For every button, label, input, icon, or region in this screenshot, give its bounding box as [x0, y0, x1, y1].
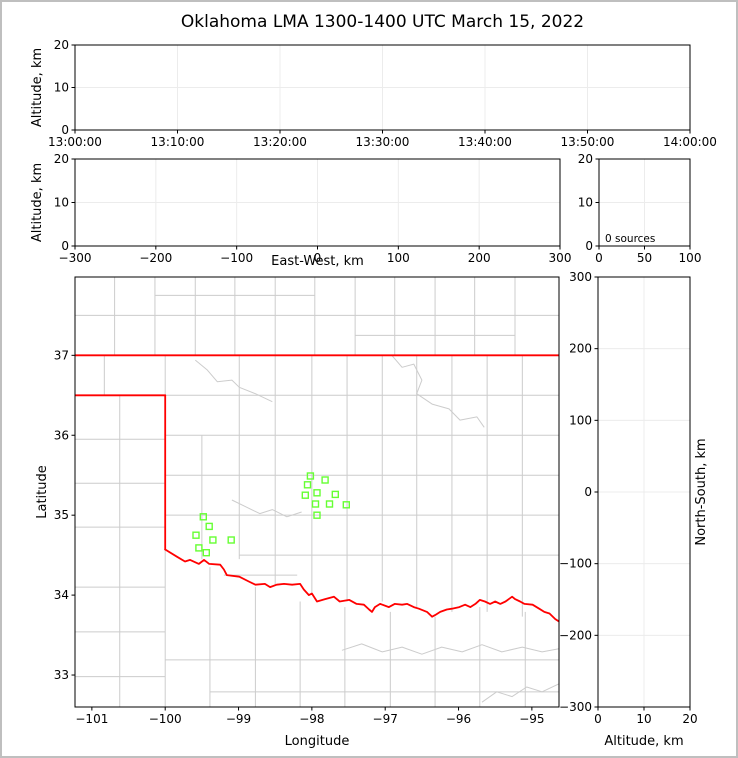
ew-panel-ylabel: Altitude, km: [30, 163, 45, 242]
ns-panel-xlabel: Altitude, km: [604, 734, 683, 749]
lma-stations: [192, 472, 350, 557]
y-tick-label: 10: [578, 196, 593, 210]
county-river-boundary: [231, 499, 302, 518]
x-tick-label: −200: [139, 251, 172, 265]
y-tick-label: 0: [585, 239, 593, 253]
lma-station-marker: [306, 472, 315, 480]
lma-station-marker: [303, 481, 312, 489]
lma-station-marker: [311, 500, 320, 508]
lma-station-marker: [301, 491, 309, 499]
ns-panel-ylabel-right: North-South, km: [694, 438, 709, 545]
county-river-boundary: [341, 643, 559, 655]
x-tick-label: −99: [226, 712, 251, 726]
panel-altitude-vs-time: 13:00:00 13:10:00 13:20:00 13:30:00 13:40:00…: [48, 38, 717, 149]
x-tick-label: 10: [636, 712, 651, 726]
x-tick-label: 0: [595, 251, 603, 265]
y-tick-label: 200: [569, 342, 592, 356]
x-tick-label: 100: [387, 251, 410, 265]
y-tick-label: 20: [578, 152, 593, 166]
red-river-south-border: [164, 548, 559, 623]
x-tick-label: 13:00:00: [48, 135, 102, 149]
x-tick-label: 100: [679, 251, 702, 265]
x-tick-label: 13:30:00: [356, 135, 410, 149]
ew-panel-xlabel: East-West, km: [271, 254, 364, 269]
x-tick-label: 13:10:00: [151, 135, 205, 149]
y-tick-label: −100: [559, 557, 592, 571]
y-tick-label: 20: [54, 38, 69, 52]
lma-station-marker: [342, 501, 350, 509]
y-tick-label: 36: [54, 428, 69, 442]
county-boundary-lines: [75, 277, 559, 707]
x-tick-label: −100: [149, 712, 182, 726]
figure-title: Oklahoma LMA 1300-1400 UTC March 15, 202…: [180, 12, 585, 32]
x-tick-label: −97: [373, 712, 398, 726]
x-tick-label: 13:20:00: [253, 135, 307, 149]
x-tick-label: −96: [446, 712, 471, 726]
county-river-boundary: [391, 354, 485, 428]
y-tick-label: 100: [569, 413, 592, 427]
x-tick-label: 0: [314, 251, 322, 265]
lma-station-marker: [202, 549, 211, 557]
y-tick-label: 0: [584, 485, 592, 499]
lma-station-marker: [331, 490, 339, 499]
x-tick-label: −98: [299, 712, 324, 726]
y-tick-label: 33: [54, 668, 69, 682]
lma-station-marker: [195, 544, 203, 552]
map-ylabel: Latitude: [35, 465, 50, 519]
x-tick-label: 13:50:00: [561, 135, 615, 149]
x-tick-label: −300: [59, 251, 92, 265]
panel-plan-view-map: −101 −100 −99 −98 −97 −96 −95 33 34 35 36 37: [54, 276, 560, 726]
x-tick-label: 13:40:00: [458, 135, 512, 149]
x-tick-label: −95: [519, 712, 544, 726]
x-tick-label: −101: [75, 712, 108, 726]
lma-station-marker: [313, 489, 321, 497]
lma-station-marker: [321, 476, 329, 484]
y-tick-label: 0: [61, 123, 69, 137]
y-tick-label: 10: [54, 81, 69, 95]
panel-source-count-histogram: 0 50 100 0 10 20: [578, 152, 702, 265]
y-tick-label: 300: [569, 270, 592, 284]
county-river-boundary: [481, 683, 559, 703]
x-tick-label: 0: [594, 712, 602, 726]
lma-station-marker: [192, 531, 200, 539]
map-content: [75, 277, 559, 707]
y-tick-label: 37: [54, 348, 69, 362]
panel-border: [74, 276, 560, 708]
panel-north-south-vs-altitude: 0 10 20 300 200 100 0 −100 −200 −300: [559, 270, 698, 726]
map-xlabel: Longitude: [285, 734, 350, 749]
y-tick-label: −300: [559, 700, 592, 714]
county-river-boundary: [194, 359, 273, 403]
x-tick-label: 200: [468, 251, 491, 265]
x-tick-label: 50: [637, 251, 652, 265]
lma-station-marker: [199, 513, 208, 521]
lma-station-marker: [209, 536, 217, 544]
y-tick-label: 34: [54, 588, 69, 602]
lma-station-marker: [313, 511, 321, 519]
x-tick-label: 300: [549, 251, 572, 265]
lma-station-marker: [227, 536, 235, 544]
y-tick-label: 0: [61, 239, 69, 253]
y-tick-label: 10: [54, 196, 69, 210]
y-tick-label: 20: [54, 152, 69, 166]
x-tick-label: 14:00:00: [663, 135, 717, 149]
y-tick-label: 35: [54, 508, 69, 522]
time-panel-ylabel: Altitude, km: [30, 48, 45, 127]
lma-station-marker: [325, 500, 334, 508]
lma-station-marker: [205, 522, 213, 531]
x-tick-label: 20: [682, 712, 697, 726]
sources-count-label: 0 sources: [605, 233, 655, 245]
panel-altitude-vs-east-west: −300 −200 −100 0 100 200 300 0 10 20: [54, 152, 572, 265]
y-tick-label: −200: [559, 628, 592, 642]
x-tick-label: −100: [220, 251, 253, 265]
